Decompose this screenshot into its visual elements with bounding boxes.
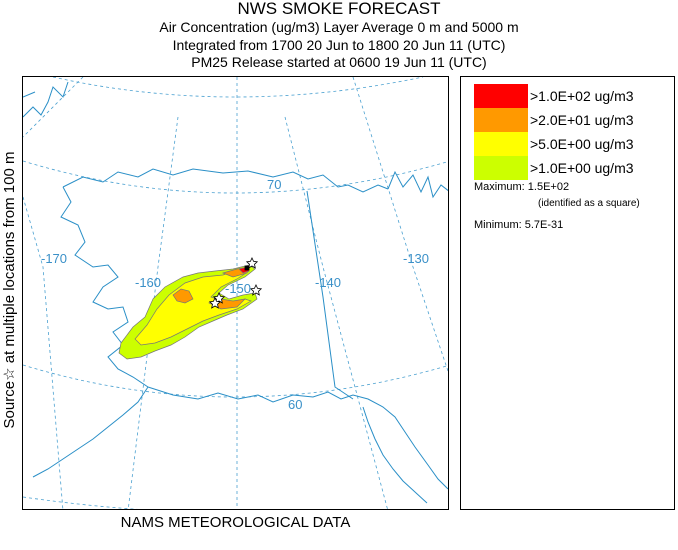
lon-label-140: -140 — [315, 275, 341, 290]
lat-label-60: 60 — [288, 397, 302, 412]
source-markers — [208, 257, 263, 309]
minimum-value: Minimum: 5.7E-31 — [474, 219, 564, 231]
concentration-subtitle: Air Concentration (ug/m3) Layer Average … — [159, 19, 519, 35]
legend-label: >5.0E+00 ug/m3 — [530, 136, 634, 152]
map-canvas: -170 -160 -150 -140 -130 70 60 — [23, 77, 448, 509]
graticule — [23, 77, 448, 509]
source-star-icon — [208, 297, 222, 309]
smoke-map: -170 -160 -150 -140 -130 70 60 — [22, 76, 449, 510]
integration-period: Integrated from 1700 20 Jun to 1800 20 J… — [172, 37, 506, 53]
aleutian-chain — [32, 386, 149, 478]
legend-label: >1.0E+00 ug/m3 — [530, 160, 634, 176]
forecast-title: NWS SMOKE FORECAST — [237, 0, 441, 18]
maximum-note: (identified as a square) — [538, 198, 640, 209]
plume-contour-2e1-north — [172, 288, 194, 304]
south-coast — [147, 386, 448, 490]
meteorological-data-label: NAMS METEOROLOGICAL DATA — [120, 514, 351, 531]
legend-swatch — [474, 132, 528, 156]
legend-swatch — [474, 108, 528, 132]
parallel-70 — [23, 160, 448, 194]
legend-item: >5.0E+00 ug/m3 — [474, 132, 674, 156]
north-coast — [62, 168, 389, 193]
meridian-170 — [23, 196, 64, 509]
legend-label: >2.0E+01 ug/m3 — [530, 112, 634, 128]
grid-labels: -170 -160 -150 -140 -130 70 60 — [41, 177, 429, 412]
plume-contour-5e0 — [134, 268, 252, 346]
lon-label-130: -130 — [403, 251, 429, 266]
source-star-icon — [245, 257, 259, 269]
lat-label-70: 70 — [267, 177, 281, 192]
lon-label-150: -150 — [225, 281, 251, 296]
coastline — [23, 81, 448, 504]
legend-swatch — [474, 156, 528, 180]
meridian-130 — [352, 77, 448, 373]
maximum-square-icon — [244, 265, 250, 271]
meridian-180 — [23, 77, 84, 138]
alaska-canada-border — [306, 190, 354, 400]
parallel-50 — [23, 496, 139, 509]
west-coast — [60, 186, 149, 388]
canada-arctic-coast — [387, 170, 448, 199]
legend-panel: >1.0E+02 ug/m3 >2.0E+01 ug/m3 >5.0E+00 u… — [460, 76, 675, 510]
legend-swatch — [474, 84, 528, 108]
release-start: PM25 Release started at 0600 19 Jun 11 (… — [191, 54, 487, 70]
panhandle-coast — [362, 406, 428, 504]
legend-label: >1.0E+02 ug/m3 — [530, 88, 634, 104]
lon-label-160: -160 — [135, 275, 161, 290]
legend-item: >2.0E+01 ug/m3 — [474, 108, 674, 132]
parallel-80 — [52, 77, 424, 98]
meridian-160 — [127, 116, 179, 509]
chukotka-coast — [23, 81, 69, 118]
parallel-60 — [23, 364, 448, 398]
maximum-value: Maximum: 1.5E+02 — [474, 181, 570, 193]
legend-item: >1.0E+02 ug/m3 — [474, 84, 674, 108]
source-star-icon — [249, 284, 263, 296]
legend-item: >1.0E+00 ug/m3 — [474, 156, 674, 180]
lon-label-170: -170 — [41, 251, 67, 266]
source-location-label: Source☆ at multiple locations from 100 m — [1, 151, 18, 429]
